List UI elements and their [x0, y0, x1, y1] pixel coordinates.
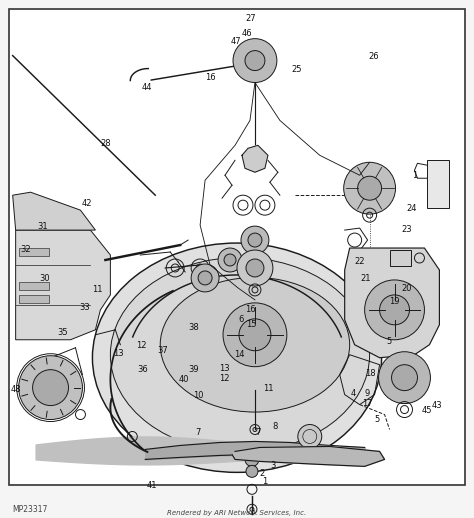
Text: 20: 20: [401, 284, 411, 294]
Ellipse shape: [92, 243, 382, 472]
Text: 11: 11: [264, 384, 274, 393]
Text: 32: 32: [20, 245, 31, 254]
Polygon shape: [242, 146, 268, 172]
Text: 45: 45: [422, 406, 432, 415]
Text: MP23317: MP23317: [13, 505, 48, 514]
Text: 30: 30: [39, 274, 49, 283]
Circle shape: [245, 51, 265, 70]
Circle shape: [18, 356, 82, 420]
Text: 9: 9: [365, 389, 370, 398]
Bar: [18, 282, 48, 290]
Circle shape: [224, 254, 236, 266]
Text: 23: 23: [402, 225, 412, 234]
Circle shape: [241, 226, 269, 254]
Text: 35: 35: [58, 328, 68, 337]
Text: 37: 37: [157, 347, 168, 355]
Text: 1: 1: [262, 477, 267, 485]
Bar: [18, 295, 48, 303]
Circle shape: [237, 250, 273, 286]
Circle shape: [33, 370, 69, 406]
Text: 4: 4: [351, 389, 356, 398]
Text: 13: 13: [219, 364, 230, 373]
Text: 10: 10: [193, 392, 203, 400]
Text: 42: 42: [82, 199, 92, 208]
Circle shape: [246, 465, 258, 478]
Text: 43: 43: [431, 400, 442, 410]
Text: 36: 36: [137, 365, 148, 373]
Text: 12: 12: [137, 341, 147, 350]
Circle shape: [250, 300, 260, 310]
Ellipse shape: [160, 278, 350, 412]
Text: 33: 33: [80, 303, 90, 311]
Text: 39: 39: [188, 365, 199, 373]
Circle shape: [365, 280, 424, 340]
Text: 47: 47: [231, 37, 241, 46]
Text: 18: 18: [365, 369, 376, 378]
Circle shape: [392, 365, 418, 391]
Text: 15: 15: [246, 320, 256, 329]
Circle shape: [198, 271, 212, 285]
Text: 28: 28: [100, 139, 111, 148]
Text: 5: 5: [387, 337, 392, 346]
Text: 3: 3: [270, 461, 275, 470]
Circle shape: [218, 248, 242, 272]
Circle shape: [223, 303, 287, 367]
Text: 22: 22: [355, 257, 365, 266]
Text: 44: 44: [142, 83, 153, 92]
Text: 21: 21: [360, 274, 371, 283]
Text: 24: 24: [407, 205, 417, 213]
Text: 16: 16: [205, 73, 216, 82]
Text: 46: 46: [241, 29, 252, 38]
Text: 48: 48: [10, 385, 21, 394]
Circle shape: [245, 452, 259, 466]
Text: 31: 31: [37, 222, 47, 232]
Text: 40: 40: [179, 375, 189, 384]
Text: 16: 16: [245, 305, 255, 313]
Circle shape: [191, 264, 219, 292]
Polygon shape: [345, 248, 439, 358]
Circle shape: [379, 352, 430, 404]
Circle shape: [239, 319, 271, 351]
Circle shape: [248, 233, 262, 247]
Text: 5: 5: [374, 414, 380, 424]
Circle shape: [344, 162, 395, 214]
Text: 14: 14: [234, 350, 245, 359]
Text: 6: 6: [238, 315, 244, 324]
Text: 11: 11: [92, 285, 103, 295]
Circle shape: [246, 259, 264, 277]
Circle shape: [233, 39, 277, 82]
Text: 7: 7: [255, 427, 261, 437]
Text: 27: 27: [245, 15, 255, 23]
Text: 26: 26: [369, 51, 379, 61]
Text: 1: 1: [411, 171, 417, 180]
Text: 7: 7: [196, 427, 201, 437]
Text: 38: 38: [188, 323, 199, 332]
Polygon shape: [16, 230, 110, 340]
Ellipse shape: [110, 257, 370, 452]
Text: 13: 13: [114, 349, 124, 358]
Polygon shape: [13, 192, 95, 230]
Bar: [428, 160, 449, 208]
Text: 25: 25: [292, 65, 302, 74]
Polygon shape: [232, 447, 384, 466]
Text: Rendered by ARI Network Services, Inc.: Rendered by ARI Network Services, Inc.: [167, 510, 307, 516]
Text: 2: 2: [259, 469, 264, 478]
Bar: [18, 248, 48, 256]
Text: 19: 19: [389, 297, 399, 306]
Text: 12: 12: [219, 375, 230, 383]
Text: ARI: ARI: [163, 206, 311, 281]
Text: 17: 17: [362, 399, 373, 408]
Circle shape: [358, 176, 382, 200]
Circle shape: [380, 295, 410, 325]
Bar: [390, 250, 411, 266]
Circle shape: [298, 425, 322, 449]
Text: 41: 41: [146, 481, 157, 490]
Text: 8: 8: [273, 422, 278, 431]
